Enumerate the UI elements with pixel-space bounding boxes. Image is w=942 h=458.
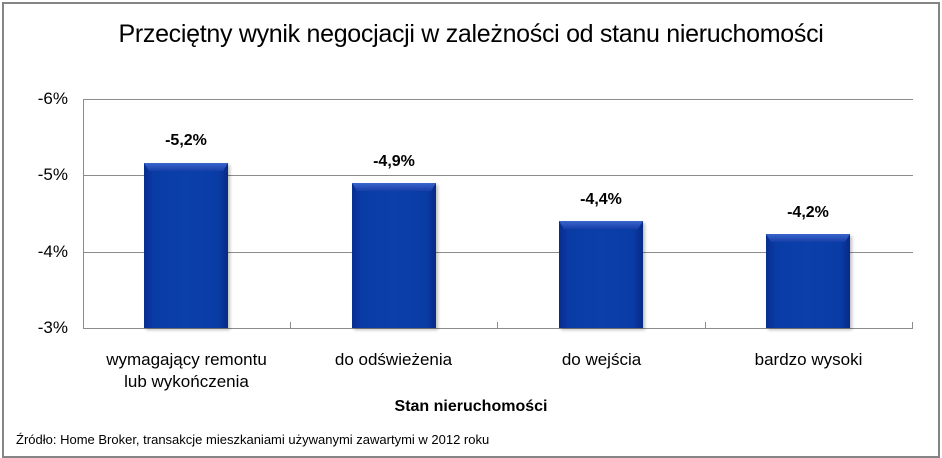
y-tick-label: -5%: [37, 165, 68, 184]
category-label-line: lub wykończenia: [124, 372, 249, 391]
y-tick-label: -4%: [37, 242, 68, 261]
category-label: wymagający remontu lub wykończenia: [83, 349, 290, 393]
x-axis-tick: [705, 322, 706, 328]
bar-do-wejscia: [559, 221, 643, 328]
x-axis-tick: [497, 322, 498, 328]
gridline: [83, 99, 913, 100]
bar-wymagajacy-remontu: [144, 163, 228, 328]
x-axis-tick: [290, 322, 291, 328]
category-label: do wejścia: [498, 349, 705, 371]
category-label-line: do wejścia: [561, 350, 642, 369]
x-axis-title: Stan nieruchomości: [394, 398, 548, 415]
category-label-line: bardzo wysoki: [754, 350, 863, 369]
chart-title: Przeciętny wynik negocjacji w zależności…: [118, 20, 824, 48]
data-label: -4,2%: [787, 204, 829, 221]
x-axis-tick: [912, 322, 913, 328]
plot-area: -5,2% -4,9% -4,4% -4,2%: [83, 99, 913, 329]
data-label: -4,9%: [373, 153, 415, 170]
y-axis-line: [83, 99, 84, 328]
category-label-line: wymagający remontu: [106, 350, 267, 369]
bar-bardzo-wysoki: [766, 234, 850, 328]
bar-do-odswiezenia: [352, 183, 436, 328]
category-label-line: do odświeżenia: [334, 350, 453, 369]
y-tick-label: -6%: [37, 89, 68, 108]
category-label: do odświeżenia: [290, 349, 497, 371]
source-note: Źródło: Home Broker, transakcje mieszkan…: [16, 432, 490, 447]
gridline: [83, 252, 913, 253]
x-axis-line: [83, 328, 913, 329]
data-label: -5,2%: [165, 132, 207, 149]
data-label: -4,4%: [580, 191, 622, 208]
gridline: [83, 175, 913, 176]
category-label: bardzo wysoki: [705, 349, 912, 371]
y-tick-label: -3%: [37, 318, 68, 337]
